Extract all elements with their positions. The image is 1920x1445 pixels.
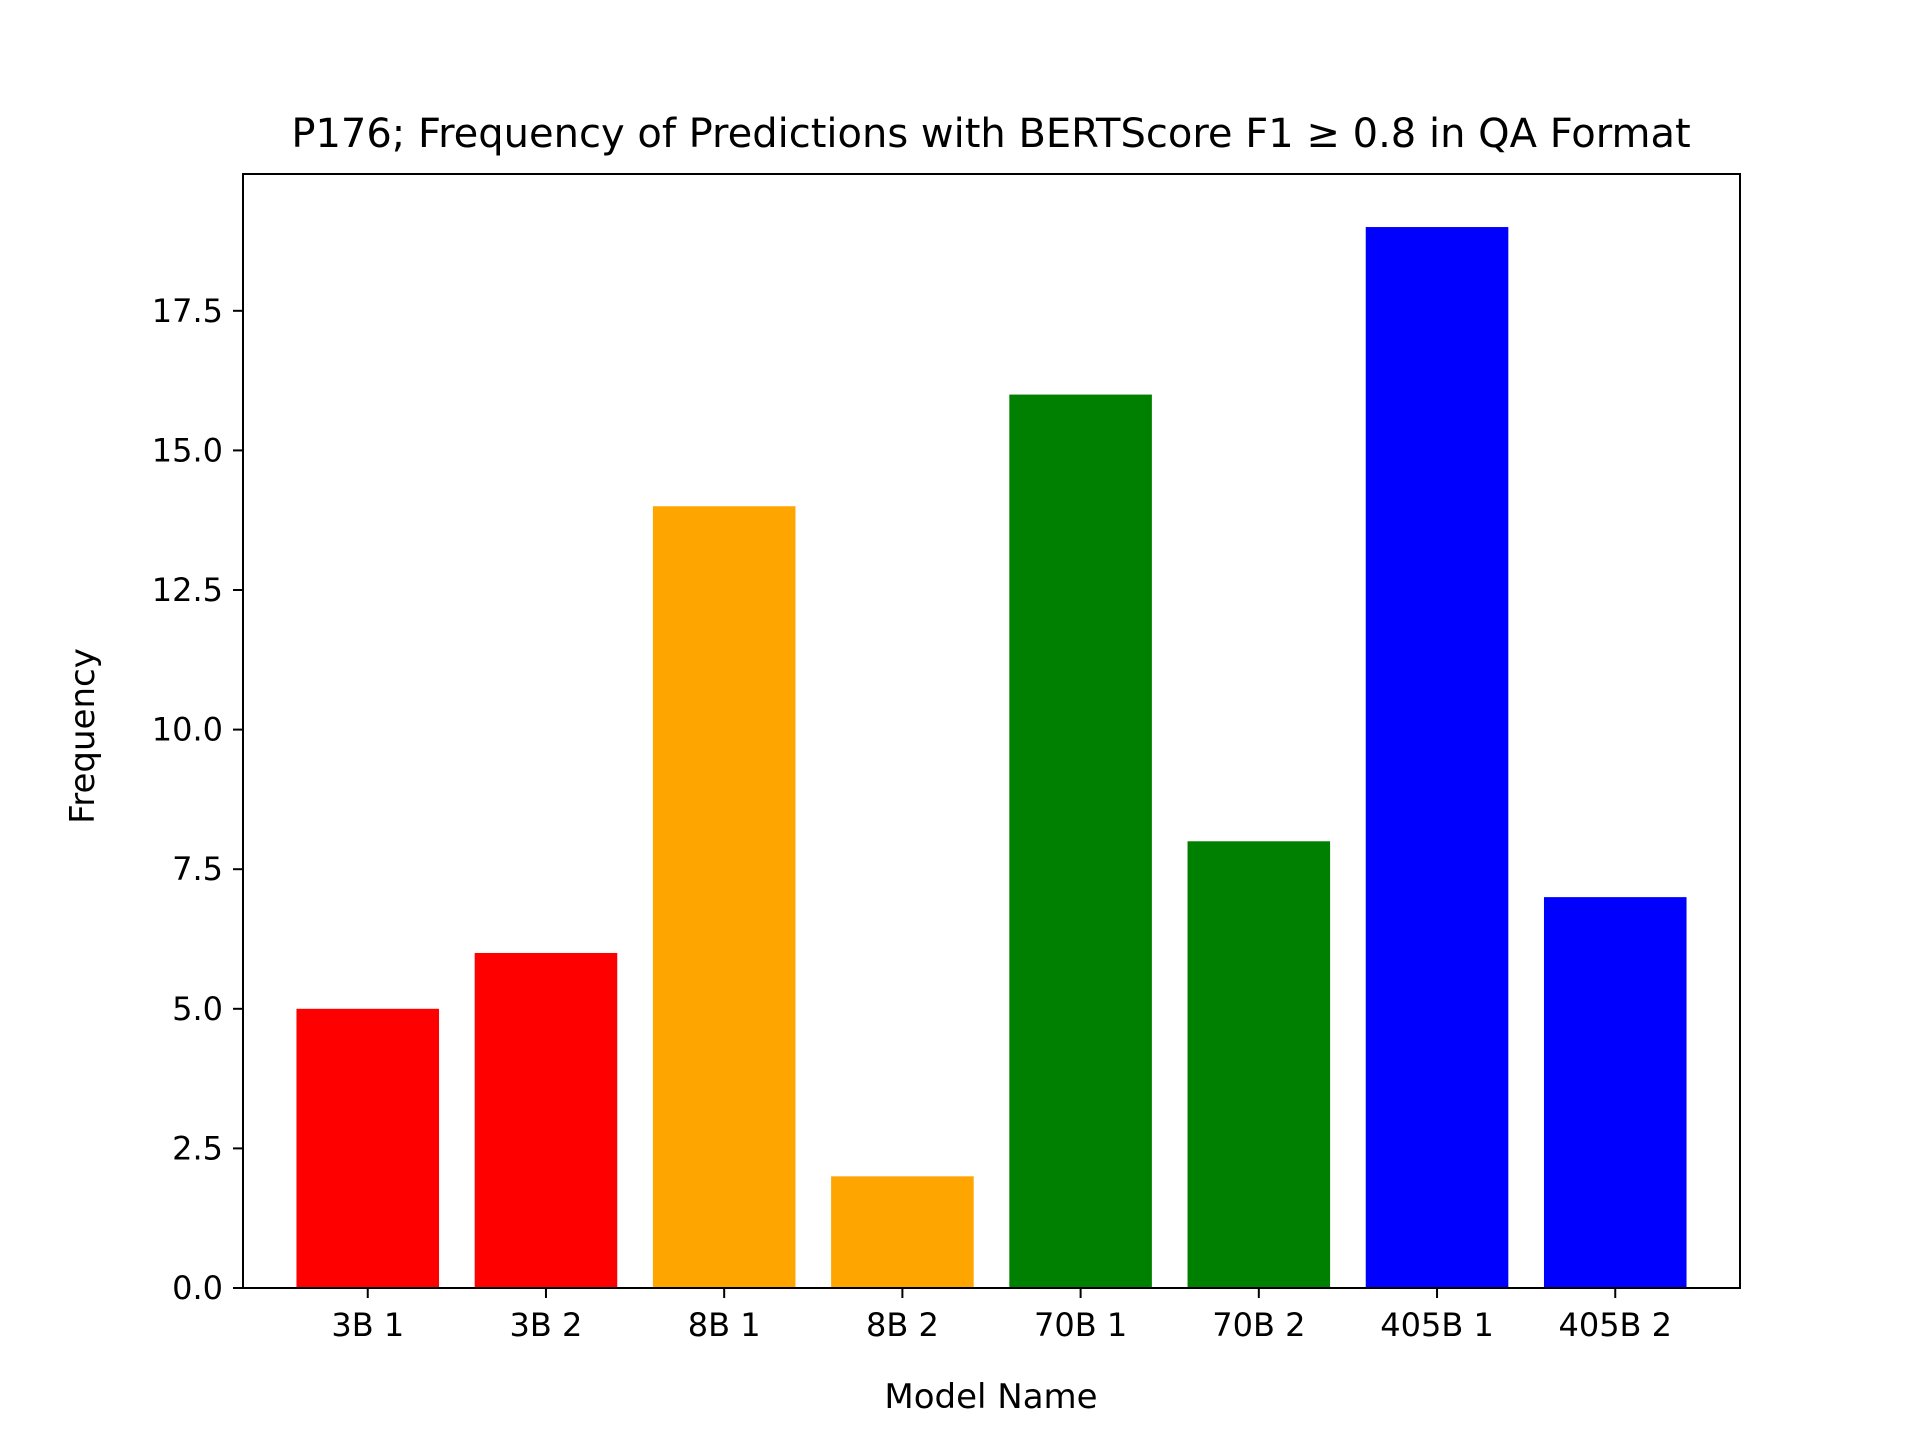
x-tick-label: 405B 2 [1558, 1306, 1672, 1344]
ticks-layer: 3B 1 3B 2 8B 1 8B 2 70B 1 70B 2 405B 1 405B 2 0.… [152, 292, 1672, 1344]
y-tick-label: 7.5 [172, 850, 223, 888]
x-tick-label: 405B 1 [1380, 1306, 1494, 1344]
bar-8b-1 [652, 506, 796, 1288]
x-tick-label: 70B 1 [1034, 1306, 1127, 1344]
x-tick-label: 3B 1 [331, 1306, 404, 1344]
chart-title: P176; Frequency of Predictions with BERT… [291, 111, 1690, 157]
y-tick-label: 15.0 [152, 431, 223, 469]
y-axis-label: Frequency [63, 648, 103, 824]
bar-8b-2 [831, 1176, 974, 1288]
bars-layer [296, 227, 1687, 1289]
y-tick-label: 17.5 [152, 292, 223, 330]
y-tick-label: 5.0 [172, 990, 223, 1028]
bar-3b-2 [474, 952, 618, 1288]
x-tick-label: 3B 2 [510, 1306, 583, 1344]
x-tick-label: 8B 1 [688, 1306, 761, 1344]
y-tick-label: 12.5 [152, 571, 223, 609]
x-axis-label: Model Name [884, 1377, 1097, 1417]
y-tick-label: 10.0 [152, 711, 223, 749]
bar-3b-1 [296, 1008, 440, 1288]
bar-70b-1 [1009, 394, 1152, 1288]
y-tick-label: 2.5 [172, 1129, 223, 1167]
bar-70b-2 [1187, 841, 1331, 1288]
bar-405b-2 [1543, 897, 1687, 1288]
x-tick-label: 70B 2 [1212, 1306, 1305, 1344]
bar-405b-1 [1365, 227, 1509, 1289]
x-tick-label: 8B 2 [866, 1306, 939, 1344]
plot-frame [242, 173, 1741, 1289]
y-tick-label: 0.0 [172, 1269, 223, 1307]
